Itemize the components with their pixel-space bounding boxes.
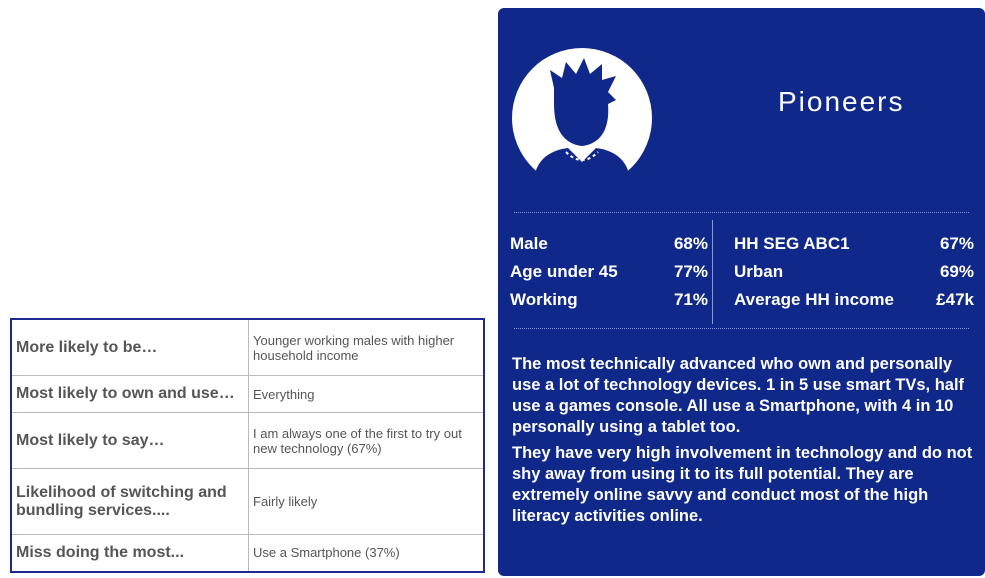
stat-label: Male	[510, 234, 548, 254]
stat-label: Average HH income	[734, 290, 894, 310]
row-label: More likely to be…	[11, 319, 249, 376]
stat-label: HH SEG ABC1	[734, 234, 850, 254]
stat-label: Urban	[734, 262, 783, 282]
table-row: More likely to be…Younger working males …	[11, 319, 484, 376]
table-row: Miss doing the most...Use a Smartphone (…	[11, 534, 484, 572]
profile-title: Pioneers	[778, 86, 905, 118]
divider	[712, 220, 713, 324]
row-value: Fairly likely	[249, 469, 485, 535]
paragraph: The most technically advanced who own an…	[512, 354, 974, 438]
row-label: Most likely to say…	[11, 413, 249, 469]
row-label: Likelihood of switching and bundling ser…	[11, 469, 249, 535]
row-value: Younger working males with higher househ…	[249, 319, 485, 376]
row-value: Everything	[249, 376, 485, 413]
row-value: Use a Smartphone (37%)	[249, 534, 485, 572]
donut-chart: 15%	[0, 0, 470, 315]
stat-value: 69%	[940, 262, 974, 282]
stat-value: 67%	[940, 234, 974, 254]
row-label: Miss doing the most...	[11, 534, 249, 572]
table-row: Most likely to own and use…Everything	[11, 376, 484, 413]
page: 15% More likely to be…Younger working ma…	[0, 0, 985, 578]
stat-label: Age under 45	[510, 262, 618, 282]
stat-label: Working	[510, 290, 578, 310]
paragraph: They have very high involvement in techn…	[512, 443, 974, 527]
profile-card: Pioneers Male 68% HH SEG ABC1 67% Age under …	[498, 8, 985, 576]
divider	[514, 328, 969, 329]
table-row: Likelihood of switching and bundling ser…	[11, 469, 484, 535]
table-row: Most likely to say…I am always one of th…	[11, 413, 484, 469]
profile-table: More likely to be…Younger working males …	[10, 318, 485, 573]
stat-value: 77%	[674, 262, 708, 282]
row-label: Most likely to own and use…	[11, 376, 249, 413]
description: The most technically advanced who own an…	[512, 354, 974, 532]
stat-value: 71%	[674, 290, 708, 310]
stat-value: 68%	[674, 234, 708, 254]
avatar-icon	[504, 40, 664, 200]
stat-value: £47k	[936, 290, 974, 310]
row-value: I am always one of the first to try out …	[249, 413, 485, 469]
data-label: 15%	[229, 45, 273, 70]
divider	[514, 212, 969, 213]
